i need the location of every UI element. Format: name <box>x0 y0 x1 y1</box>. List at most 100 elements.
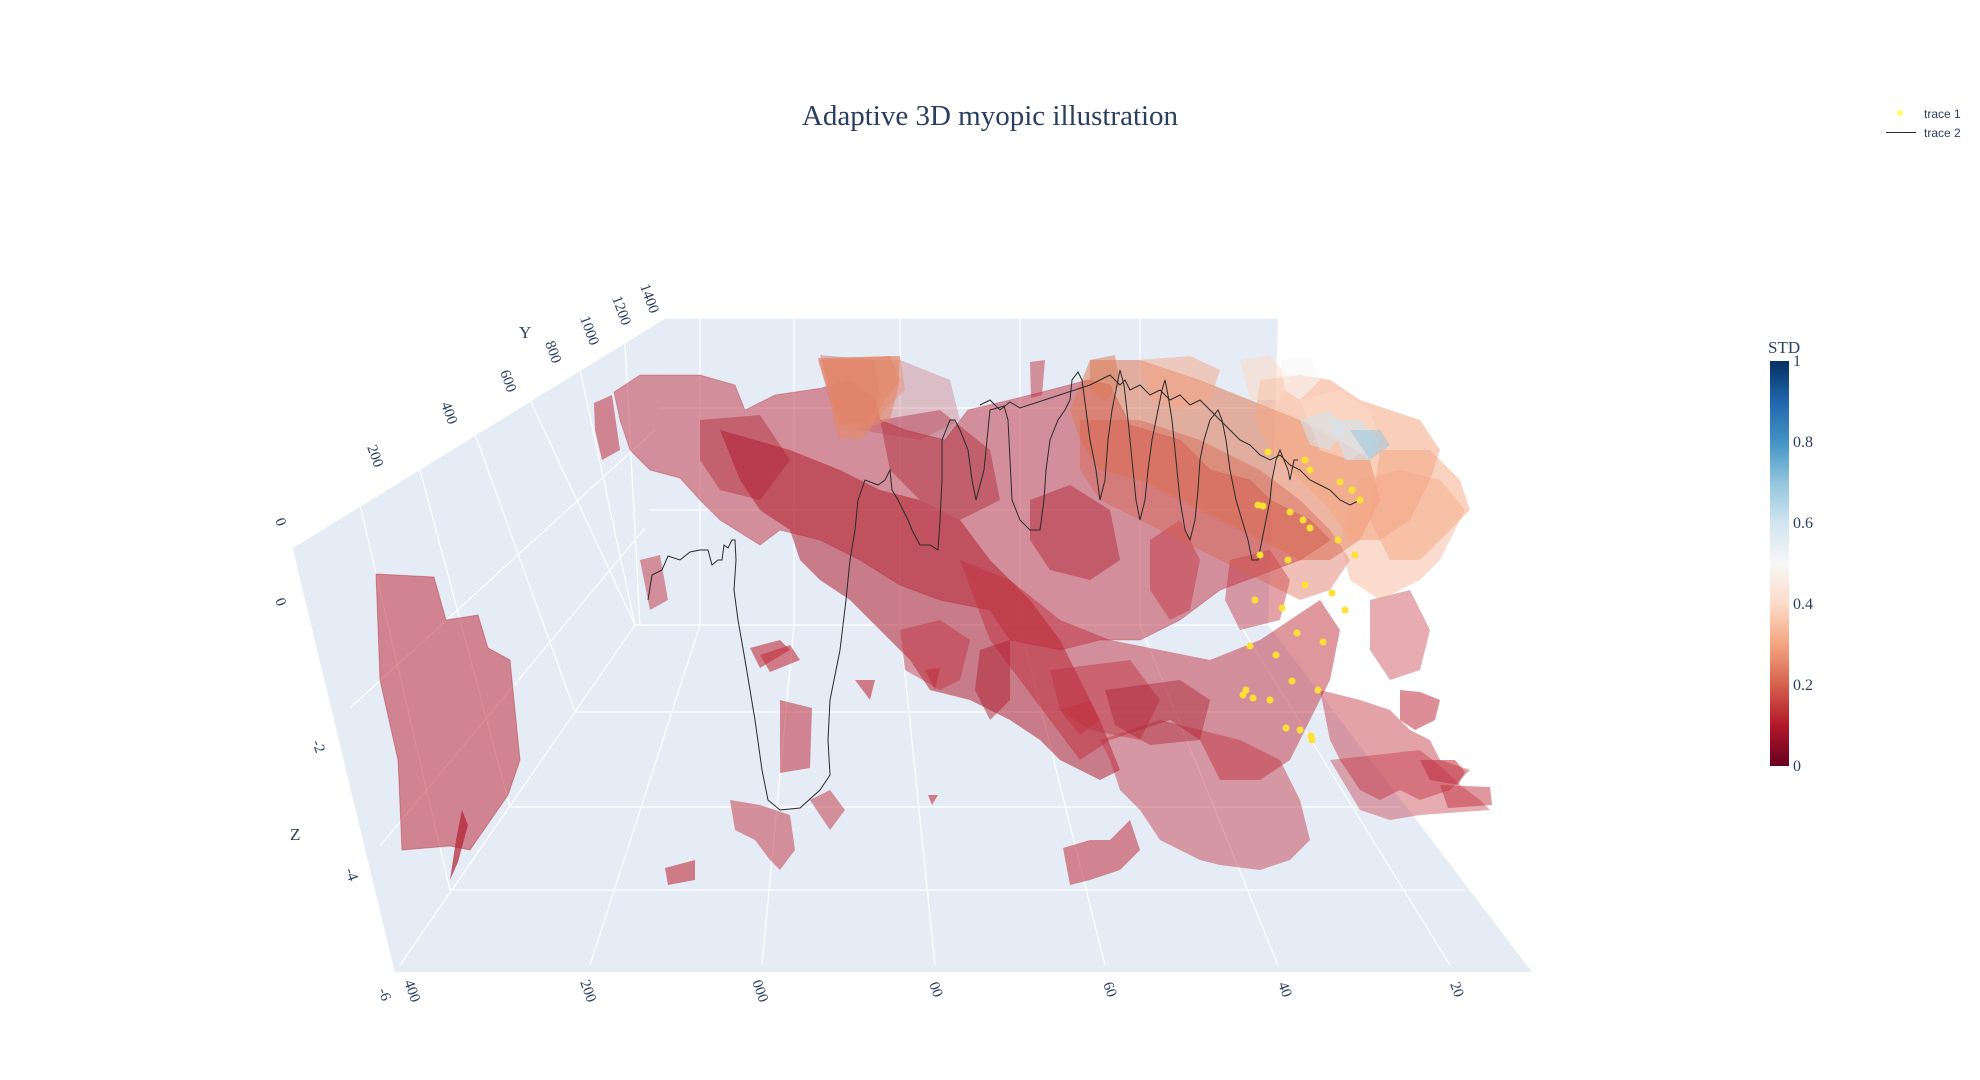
marker <box>1334 536 1342 544</box>
x-tick-label: 400 <box>400 978 423 1005</box>
x-tick-label: -6 <box>374 986 393 1004</box>
marker <box>1319 638 1327 646</box>
x-tick-label: 20 <box>1446 980 1466 1000</box>
marker <box>1293 629 1301 637</box>
marker <box>1341 606 1349 614</box>
isosurface-patch <box>1080 420 1350 600</box>
isosurface-patch <box>640 555 668 610</box>
isosurface-patch[interactable] <box>818 356 900 440</box>
isosurface-patch <box>960 560 1340 780</box>
marker <box>1356 496 1364 504</box>
marker <box>1266 696 1274 704</box>
marker <box>1264 448 1272 456</box>
isosurface-patch <box>1280 358 1320 400</box>
y-tick-label: 1400 <box>636 282 661 316</box>
isosurface-patch <box>855 680 875 700</box>
z-tick-label: -4 <box>341 866 360 884</box>
marker <box>1284 556 1292 564</box>
x-axis-ticks: -6 400 200 000 00 60 40 20 <box>374 978 1466 1005</box>
z-axis-ticks: 0 -2 -4 Z <box>271 596 360 884</box>
z-tick-label: 0 <box>271 596 289 609</box>
trace-1-markers[interactable] <box>1239 448 1364 744</box>
marker <box>1296 726 1304 734</box>
marker <box>1348 486 1356 494</box>
y-tick-label: 600 <box>496 368 519 395</box>
isosurface-patch <box>1140 356 1220 410</box>
marker <box>1308 736 1316 744</box>
colorbar-tick: 0 <box>1793 758 1801 775</box>
isosurface-patch <box>375 573 521 851</box>
isosurface-patch <box>975 640 1010 720</box>
legend: trace 1 trace 2 <box>1882 104 1961 142</box>
marker <box>1272 651 1280 659</box>
isosurface-patch <box>700 415 790 500</box>
marker <box>1249 694 1257 702</box>
isosurface-patch <box>1225 550 1290 630</box>
isosurface-patch <box>1300 410 1345 450</box>
y-tick-label: 1200 <box>608 294 633 328</box>
isosurface-patch <box>720 430 1120 780</box>
isosurface-patch <box>1030 360 1045 398</box>
legend-label: trace 1 <box>1924 106 1961 121</box>
colorbar: STD 1 0.8 0.6 0.4 0.2 0 <box>1768 338 1813 775</box>
isosurface-patch <box>1420 760 1465 785</box>
isosurface-patch <box>1063 820 1140 885</box>
marker <box>1288 677 1296 685</box>
marker <box>1256 551 1264 559</box>
chart-title: Adaptive 3D myopic illustration <box>801 100 1179 132</box>
y-axis-title: Y <box>519 323 531 342</box>
y-tick-label: 200 <box>363 443 386 470</box>
marker <box>1282 724 1290 732</box>
z-tick-label: -2 <box>308 738 327 755</box>
marker <box>1254 501 1262 509</box>
isosurface-patch <box>1060 700 1100 735</box>
marker <box>1299 516 1307 524</box>
isosurface-patch <box>1440 785 1492 808</box>
isosurface-patch <box>1370 450 1470 560</box>
colorbar-title: STD <box>1768 338 1800 357</box>
colorbar-tick: 0.6 <box>1793 515 1813 532</box>
isosurface-patch <box>780 700 812 773</box>
colorbar-gradient <box>1770 361 1789 766</box>
isosurface-patch <box>1400 690 1440 730</box>
legend-label: trace 2 <box>1924 125 1961 140</box>
marker <box>1251 596 1259 604</box>
trace-2-line[interactable] <box>647 369 1298 811</box>
isosurface-patch <box>594 395 620 460</box>
z-axis-title: Z <box>290 825 300 844</box>
marker <box>1351 551 1359 559</box>
isosurface-high-std[interactable] <box>818 355 1470 600</box>
legend-item-trace-1[interactable]: trace 1 <box>1882 104 1961 123</box>
marker <box>1328 589 1336 597</box>
x-tick-label: 40 <box>1274 980 1294 1000</box>
colorbar-tick: 0.2 <box>1793 677 1813 694</box>
x-tick-label: 60 <box>1099 980 1119 1000</box>
isosurface-patch <box>928 795 938 805</box>
isosurface-patch <box>880 410 1000 520</box>
trace-2-line-upper <box>979 374 1361 506</box>
isosurface-patch <box>1030 485 1120 580</box>
isosurface-patch <box>900 620 970 690</box>
isosurface-patch <box>1070 360 1380 560</box>
x-tick-label: 00 <box>925 980 945 1000</box>
marker <box>1306 524 1314 532</box>
isosurface-patch <box>1340 470 1465 600</box>
marker <box>1278 604 1286 612</box>
isosurface-patch <box>1350 430 1390 460</box>
line-swatch-icon <box>1882 123 1920 142</box>
y-tick-label: 0 <box>271 516 289 529</box>
marker <box>1286 508 1294 516</box>
marker <box>1301 456 1309 464</box>
colorbar-tick: 1 <box>1793 353 1801 370</box>
y-tick-label: 1000 <box>576 314 601 348</box>
isosurface-patch <box>1050 660 1160 740</box>
legend-item-trace-2[interactable]: trace 2 <box>1882 123 1961 142</box>
y-tick-label: 400 <box>437 400 460 427</box>
isosurface-patch <box>1150 520 1200 620</box>
isosurface-patch <box>760 645 800 672</box>
marker <box>1336 478 1344 486</box>
isosurface-patch <box>925 668 940 690</box>
colorbar-tick: 0.8 <box>1793 434 1813 451</box>
x-tick-label: 000 <box>748 978 771 1005</box>
